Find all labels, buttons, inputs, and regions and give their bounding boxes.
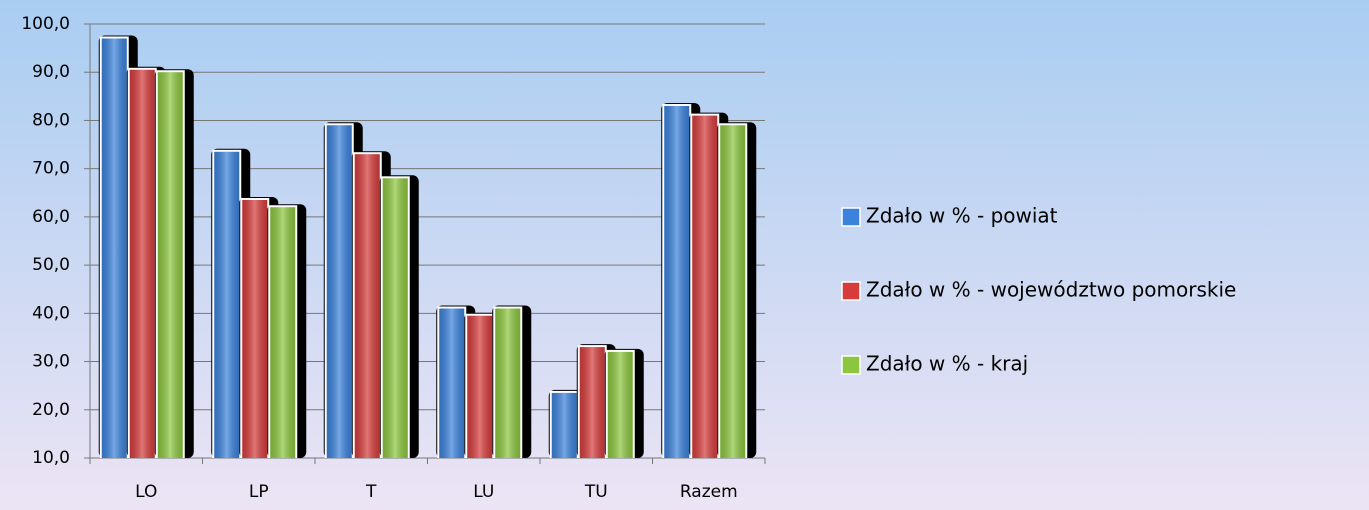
legend: Zdało w % - powiat Zdało w % - województw… bbox=[841, 204, 1236, 376]
bar-shine bbox=[692, 115, 718, 458]
bar-shine bbox=[607, 351, 633, 458]
y-tick-label: 70,0 bbox=[32, 159, 70, 179]
y-tick-label: 40,0 bbox=[32, 303, 70, 323]
bar-shine bbox=[720, 125, 746, 459]
y-tick-label: 100,0 bbox=[21, 14, 70, 34]
bar-shine bbox=[495, 308, 521, 458]
x-tick-label: T bbox=[365, 482, 377, 502]
x-tick-label: Razem bbox=[680, 482, 738, 502]
y-tick-label: 20,0 bbox=[32, 400, 70, 420]
bar-shine bbox=[242, 200, 268, 458]
y-tick-label: 50,0 bbox=[32, 255, 70, 275]
y-tick-label: 90,0 bbox=[32, 62, 70, 82]
bar-shine bbox=[326, 125, 352, 459]
y-tick-label: 80,0 bbox=[32, 110, 70, 130]
bar-shine bbox=[664, 105, 690, 458]
bar-shine bbox=[354, 154, 380, 458]
bar-shine bbox=[101, 38, 127, 458]
legend-label: Zdało w % - województwo pomorskie bbox=[866, 278, 1236, 302]
legend-swatch bbox=[841, 281, 861, 301]
y-tick-label: 60,0 bbox=[32, 207, 70, 227]
legend-swatch bbox=[841, 355, 861, 375]
x-tick-label: LO bbox=[135, 482, 157, 502]
bar-shine bbox=[551, 392, 577, 458]
bar-shine bbox=[157, 72, 183, 458]
bar-shine bbox=[439, 308, 465, 458]
y-tick-label: 10,0 bbox=[32, 448, 70, 468]
y-tick-label: 30,0 bbox=[32, 352, 70, 372]
legend-label: Zdało w % - powiat bbox=[866, 204, 1058, 228]
x-tick-label: LP bbox=[249, 482, 269, 502]
bar-shine bbox=[129, 69, 155, 459]
legend-swatch bbox=[841, 207, 861, 227]
x-tick-label: LU bbox=[473, 482, 494, 502]
bar-shine bbox=[270, 207, 296, 458]
legend-label: Zdało w % - kraj bbox=[866, 352, 1028, 376]
bar-shine bbox=[214, 151, 240, 459]
bar-shine bbox=[579, 347, 605, 458]
bar-shine bbox=[382, 178, 408, 459]
x-tick-label: TU bbox=[584, 482, 608, 502]
bar-shine bbox=[467, 315, 493, 458]
